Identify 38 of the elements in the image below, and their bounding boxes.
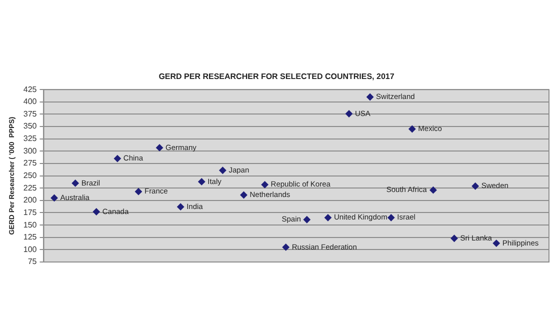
point <box>219 166 226 174</box>
y-tick-label: 250 <box>23 171 38 180</box>
point <box>366 93 374 100</box>
point <box>472 182 479 190</box>
y-tick-label: 175 <box>23 208 38 217</box>
y-tick-label: 350 <box>23 122 38 131</box>
point <box>282 244 290 251</box>
point <box>492 240 500 247</box>
y-tick-label: 375 <box>23 109 38 118</box>
point <box>134 188 142 196</box>
point <box>408 126 416 133</box>
y-tick-label: 400 <box>23 97 38 106</box>
point <box>92 208 100 216</box>
point <box>430 186 437 194</box>
y-tick-label: 75 <box>28 257 38 266</box>
point <box>50 194 58 202</box>
point <box>324 214 332 222</box>
y-tick-label: 100 <box>23 244 38 254</box>
point <box>240 192 248 199</box>
y-tick-label: 200 <box>23 196 38 205</box>
y-tick-label: 325 <box>23 134 38 144</box>
point <box>156 144 164 152</box>
y-tick-label: 275 <box>23 158 38 168</box>
point <box>388 214 395 222</box>
point <box>450 234 458 242</box>
y-tick-label: 425 <box>23 84 38 94</box>
point <box>177 203 184 210</box>
point <box>303 216 310 224</box>
point <box>198 178 206 186</box>
y-tick-label: 150 <box>23 220 38 230</box>
point <box>114 155 121 162</box>
point <box>346 110 353 118</box>
y-tick-label: 225 <box>23 183 38 192</box>
chart-title: GERD PER RESEARCHER FOR SELECTED COUNTRIES, 2017 <box>158 72 395 82</box>
point <box>261 181 268 188</box>
point <box>72 180 79 187</box>
y-tick-label: 300 <box>23 146 38 156</box>
y-tick-label: 125 <box>23 232 38 242</box>
